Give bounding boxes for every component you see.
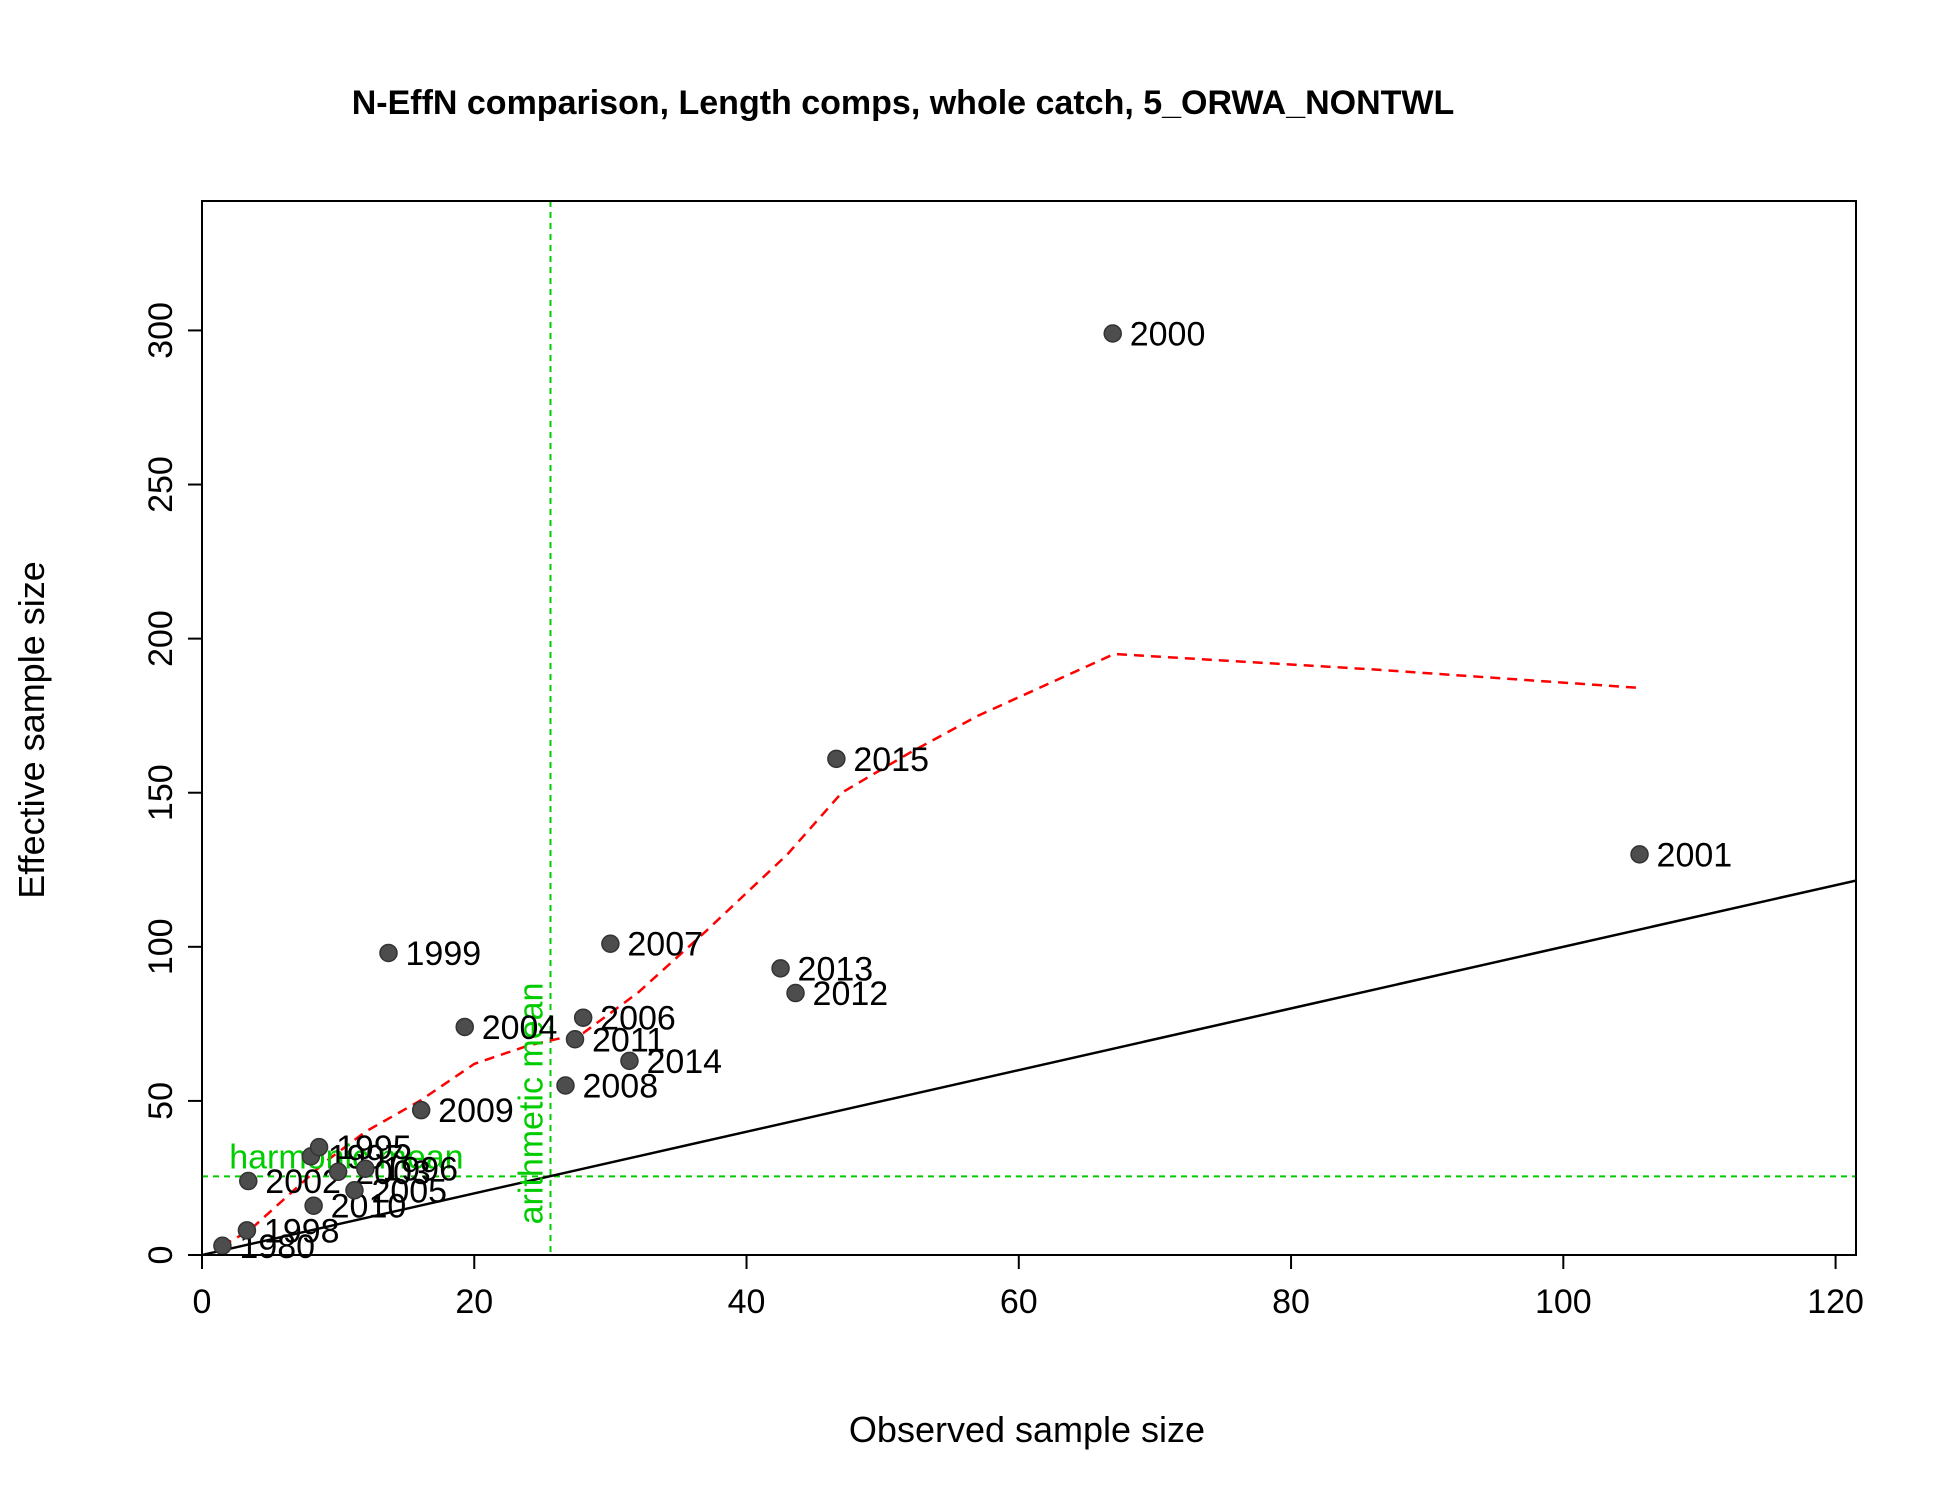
x-tick-label-60: 60 (1000, 1283, 1038, 1321)
point-2013 (771, 959, 790, 978)
point-1999 (379, 943, 398, 963)
point-2007 (601, 934, 620, 953)
arithmetic-mean-label: arithmetic mean (512, 983, 550, 1225)
point-label-2007: 2007 (627, 926, 703, 964)
y-tick-label-250: 250 (142, 456, 180, 513)
point-label-2013: 2013 (798, 950, 874, 988)
point-label-2008: 2008 (582, 1067, 658, 1105)
plot-area: harmonic mean arithmetic mean198019982002… (142, 200, 1864, 1321)
point-2014 (620, 1051, 639, 1071)
y-tick-label-100: 100 (142, 918, 180, 975)
point-2001 (1630, 845, 1649, 864)
point-1998 (237, 1221, 257, 1240)
x-tick-label-40: 40 (728, 1283, 766, 1321)
point-label-2009: 2009 (438, 1092, 514, 1130)
point-2000 (1103, 324, 1122, 343)
point-2008 (556, 1076, 575, 1095)
plot-clip-group (202, 201, 1856, 1255)
point-2002 (239, 1171, 258, 1191)
point-1995 (309, 1137, 329, 1157)
chart-title: N-EffN comparison, Length comps, whole c… (352, 84, 1455, 122)
point-label-2015: 2015 (853, 741, 929, 779)
point-label-2000: 2000 (1130, 316, 1206, 354)
x-axis-title: Observed sample size (849, 1409, 1205, 1450)
identity-line (202, 879, 1856, 1255)
point-label-2012: 2012 (813, 975, 889, 1013)
y-tick-label-50: 50 (142, 1082, 180, 1120)
point-label-1999: 1999 (406, 935, 482, 973)
point-2005 (345, 1181, 364, 1200)
x-tick-label-80: 80 (1272, 1283, 1310, 1321)
point-label-1995: 1995 (336, 1129, 412, 1167)
x-tick-label-20: 20 (455, 1283, 493, 1321)
x-tick-label-120: 120 (1807, 1283, 1864, 1321)
point-1980 (213, 1236, 232, 1256)
point-2012 (786, 983, 805, 1003)
point-label-2014: 2014 (646, 1043, 722, 1081)
point-label-1996: 1996 (382, 1151, 458, 1189)
point-label-2002: 2002 (265, 1163, 341, 1201)
point-2009 (411, 1100, 431, 1120)
point-label-2004: 2004 (482, 1009, 558, 1047)
point-label-2010: 2010 (331, 1188, 407, 1226)
y-tick-label-0: 0 (142, 1246, 180, 1265)
point-label-1998: 1998 (264, 1212, 340, 1250)
point-1996 (356, 1159, 375, 1178)
smoother-line (221, 652, 1640, 1247)
point-2004 (455, 1017, 474, 1037)
point-2003 (328, 1162, 348, 1182)
point-2011 (565, 1030, 585, 1049)
y-axis-title: Effective sample size (11, 561, 52, 898)
y-tick-label-200: 200 (142, 610, 180, 667)
point-label-2006: 2006 (600, 1000, 676, 1038)
x-tick-label-100: 100 (1535, 1283, 1592, 1321)
x-tick-label-0: 0 (193, 1283, 212, 1321)
point-2015 (827, 749, 846, 769)
y-tick-label-150: 150 (142, 764, 180, 821)
point-2006 (573, 1008, 593, 1027)
point-2010 (304, 1196, 323, 1215)
point-label-2001: 2001 (1657, 836, 1733, 874)
y-tick-label-300: 300 (142, 302, 180, 359)
point-label-2005: 2005 (371, 1172, 447, 1210)
